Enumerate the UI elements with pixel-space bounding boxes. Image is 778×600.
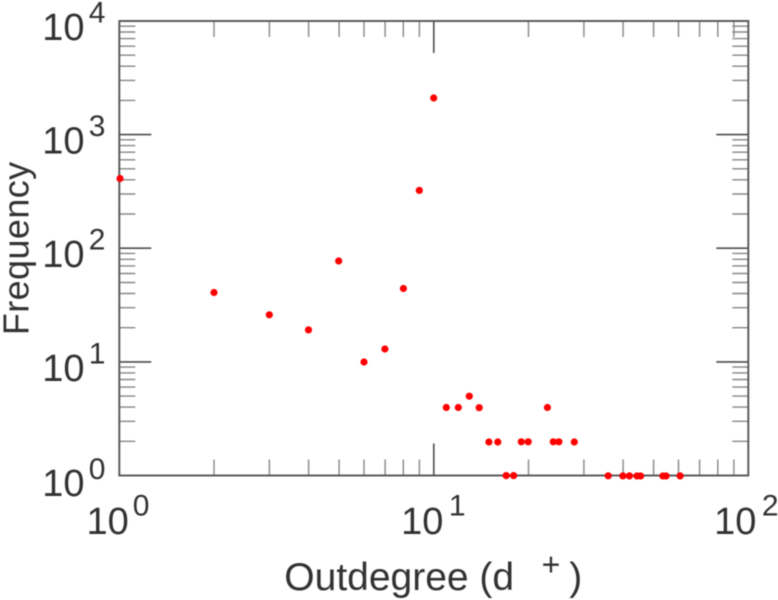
svg-text:10: 10: [42, 348, 84, 390]
svg-text:Frequency: Frequency: [0, 161, 37, 335]
svg-text:4: 4: [89, 0, 106, 30]
svg-text:1: 1: [449, 489, 466, 522]
svg-text:10: 10: [401, 501, 443, 543]
svg-text:10: 10: [42, 120, 84, 162]
svg-text:2: 2: [89, 224, 106, 257]
svg-text:10: 10: [42, 463, 84, 505]
svg-text:10: 10: [86, 501, 128, 543]
svg-text:1: 1: [89, 337, 106, 370]
svg-text:+: +: [542, 547, 561, 583]
svg-text:0: 0: [133, 489, 150, 522]
svg-text:10: 10: [42, 7, 84, 49]
svg-text:Outdegree (d: Outdegree (d: [284, 556, 514, 599]
svg-text:10: 10: [42, 234, 84, 276]
svg-text:): ): [569, 556, 582, 599]
svg-text:3: 3: [89, 110, 106, 143]
svg-text:10: 10: [714, 501, 756, 543]
svg-text:2: 2: [762, 489, 778, 522]
svg-text:0: 0: [89, 453, 106, 486]
